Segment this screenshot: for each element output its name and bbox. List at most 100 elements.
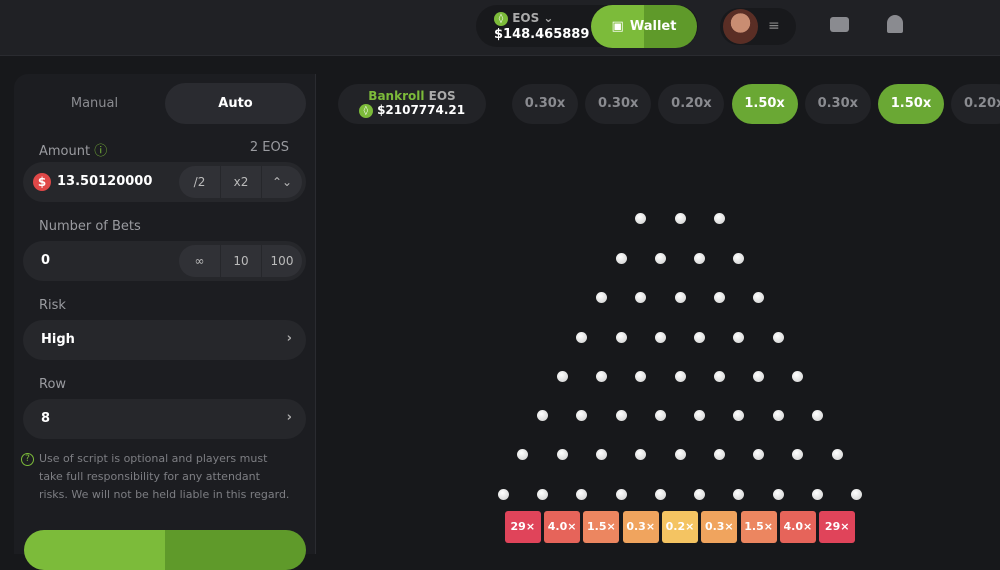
bets-infinite-button[interactable]: ∞ [194, 254, 205, 268]
bets-100-button[interactable]: 100 [261, 245, 302, 277]
script-note: ? Use of script is optional and players m… [21, 450, 290, 504]
peg [713, 448, 725, 460]
peg [753, 291, 765, 303]
peg [753, 448, 765, 460]
peg [674, 370, 686, 382]
peg [595, 448, 607, 460]
half-button[interactable]: /2 [193, 175, 206, 189]
wallet-label: Wallet [629, 19, 677, 34]
start-button[interactable] [24, 530, 306, 570]
bankroll-currency: EOS [428, 89, 456, 103]
peg [753, 370, 765, 382]
bets-value: 0 [41, 253, 51, 268]
peg [812, 409, 824, 421]
peg [694, 488, 706, 500]
dollar-icon: $ [33, 173, 51, 191]
stepper-icon[interactable]: ⌃⌄ [261, 166, 302, 198]
peg [694, 409, 706, 421]
peg [556, 370, 568, 382]
history-pill: 1.50x [731, 84, 798, 124]
peg [576, 331, 588, 343]
multiplier-bucket: 0.3× [622, 511, 659, 543]
peg [615, 409, 627, 421]
peg [595, 370, 607, 382]
multiplier-bucket: 4.0× [779, 511, 816, 543]
bets-10-button[interactable]: 10 [220, 245, 261, 277]
peg [615, 331, 627, 343]
peg [635, 370, 647, 382]
history-pill: 0.20x [951, 84, 1000, 124]
peg [772, 331, 784, 343]
peg [674, 291, 686, 303]
peg [517, 448, 529, 460]
peg [772, 409, 784, 421]
peg [792, 448, 804, 460]
menu-icon[interactable]: ≡ [768, 18, 780, 34]
peg [556, 448, 568, 460]
peg [674, 448, 686, 460]
currency-name: EOS [512, 11, 540, 25]
multiplier-bucket: 1.5× [583, 511, 620, 543]
top-bar: ◊ EOS ⌄ $148.465889 ▣ Wallet ≡ [0, 0, 1000, 56]
user-menu[interactable]: ≡ [720, 8, 796, 45]
tab-manual[interactable]: Manual [70, 96, 119, 111]
amount-unit: 2 EOS [249, 140, 289, 155]
peg [792, 370, 804, 382]
multiplier-bucket: 4.0× [544, 511, 581, 543]
mail-icon[interactable] [830, 17, 849, 32]
chevron-down-icon: ⌄ [543, 11, 554, 25]
peg [654, 252, 666, 264]
history-pill: 1.50x [878, 84, 944, 124]
peg [654, 409, 666, 421]
peg [635, 291, 647, 303]
chevron-right-icon: › [286, 410, 292, 425]
help-icon: ? [21, 453, 34, 466]
peg [576, 409, 588, 421]
peg [694, 331, 706, 343]
peg [497, 488, 509, 500]
amount-input[interactable]: $ 13.50120000 /2 x2 ⌃⌄ [23, 162, 306, 202]
eos-icon: ◊ [494, 11, 508, 26]
peg [812, 488, 824, 500]
peg [733, 252, 745, 264]
wallet-button[interactable]: ▣ Wallet [591, 5, 697, 48]
balance: $148.465889 [494, 27, 590, 42]
history-pill: 0.30x [585, 84, 652, 124]
peg [536, 488, 548, 500]
avatar[interactable] [723, 9, 758, 44]
history-pill: 0.20x [658, 84, 725, 124]
peg [713, 370, 725, 382]
bankroll-label: Bankroll [368, 89, 425, 103]
bets-label: Number of Bets [39, 219, 141, 234]
multiplier-bucket: 29× [819, 511, 856, 543]
history-pill: 0.30x [512, 84, 578, 124]
risk-select[interactable]: High › [23, 320, 306, 360]
info-icon[interactable]: ⓘ [94, 144, 108, 159]
peg [733, 331, 745, 343]
history-pill: 0.30x [804, 84, 871, 124]
multiplier-bucket: 29× [504, 511, 541, 543]
peg [733, 409, 745, 421]
peg [654, 488, 666, 500]
peg [674, 212, 686, 224]
peg [713, 291, 725, 303]
double-button[interactable]: x2 [220, 166, 261, 198]
bankroll-value: $2107774.21 [377, 103, 466, 117]
peg [694, 252, 706, 264]
bankroll: Bankroll EOS ◊ $2107774.21 [338, 84, 486, 124]
peg [595, 291, 607, 303]
peg [615, 252, 627, 264]
multiplier-bucket: 0.2× [662, 511, 698, 543]
peg [615, 488, 627, 500]
tab-auto[interactable]: Auto [165, 83, 306, 124]
chevron-right-icon: › [286, 331, 292, 346]
bets-input[interactable]: 0 ∞ 10 100 [23, 241, 306, 281]
row-value: 8 [41, 411, 51, 426]
peg [576, 488, 588, 500]
amount-value: 13.50120000 [57, 174, 153, 189]
row-select[interactable]: 8 › [23, 399, 306, 439]
bell-icon[interactable] [887, 15, 903, 33]
peg [635, 212, 647, 224]
multiplier-bucket: 0.3× [701, 511, 738, 543]
peg [851, 488, 863, 500]
